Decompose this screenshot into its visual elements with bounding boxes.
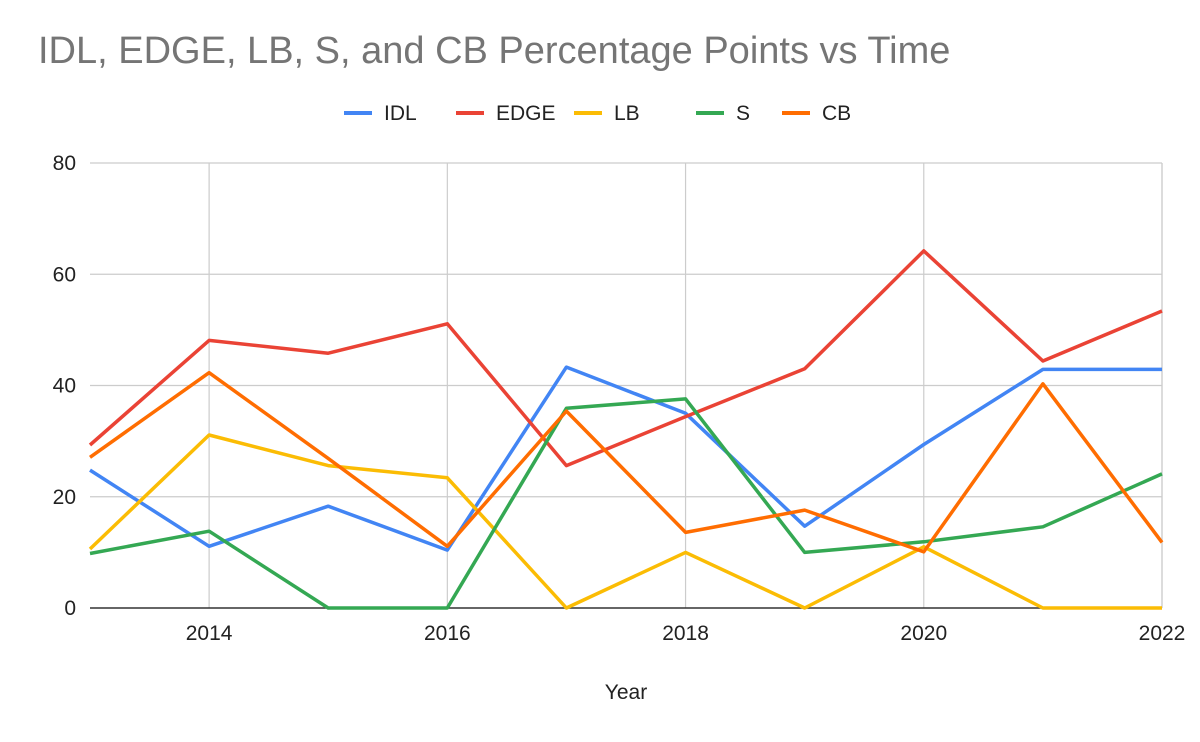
y-tick-label: 0 — [64, 597, 76, 620]
legend-label-lb: LB — [614, 102, 640, 125]
x-tick-label: 2018 — [662, 622, 709, 645]
chart-title: IDL, EDGE, LB, S, and CB Percentage Poin… — [38, 30, 951, 72]
series-line-lb — [88, 433, 1162, 610]
legend-label-s: S — [736, 102, 750, 125]
x-tick-label: 2022 — [1139, 622, 1186, 645]
y-tick-label: 60 — [53, 263, 76, 286]
x-axis-title: Year — [605, 681, 647, 704]
grid-lines — [90, 162, 1163, 609]
y-tick-labels: 0 20 40 60 80 — [53, 152, 76, 620]
legend-label-cb: CB — [822, 102, 851, 125]
y-tick-label: 40 — [53, 375, 76, 398]
x-tick-label: 2014 — [186, 622, 233, 645]
series-line-s — [89, 397, 1163, 610]
series-line-cb — [88, 370, 1164, 554]
legend-label-edge: EDGE — [496, 102, 556, 125]
x-tick-label: 2016 — [424, 622, 471, 645]
y-tick-label: 20 — [53, 486, 76, 509]
series-lines — [88, 249, 1164, 610]
series-line-edge — [88, 249, 1163, 468]
x-tick-label: 2020 — [900, 622, 947, 645]
legend: IDL EDGE LB S CB — [344, 102, 851, 125]
legend-label-idl: IDL — [384, 102, 417, 125]
x-tick-labels: 2014 2016 2018 2020 2022 — [186, 622, 1186, 645]
y-tick-label: 80 — [53, 152, 76, 175]
series-line-idl — [89, 365, 1162, 552]
